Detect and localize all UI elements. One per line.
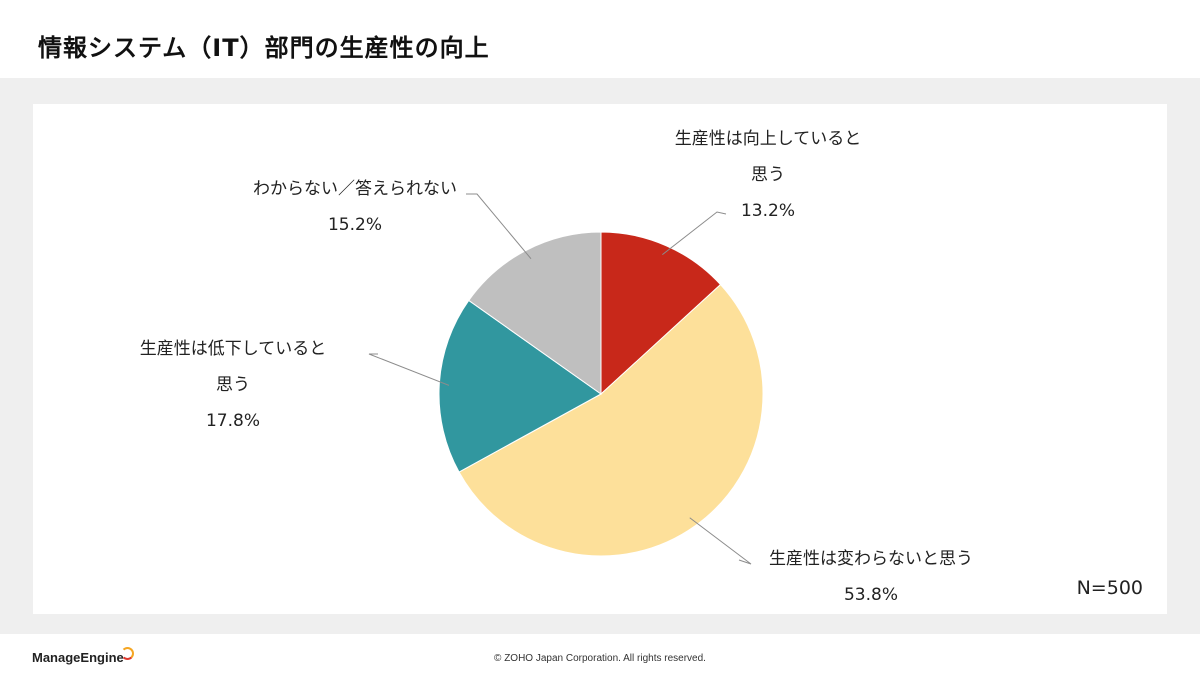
- pie-slice: [458, 283, 764, 557]
- slice-category-label: 生産性は向上していると: [675, 129, 862, 149]
- slice-category-label: 生産性は低下していると: [140, 339, 327, 359]
- copyright-text: © ZOHO Japan Corporation. All rights res…: [494, 653, 706, 664]
- slice-category-label: 思う: [751, 165, 785, 185]
- slice-value-label: 53.8%: [844, 585, 898, 605]
- slice-category-label: わからない／答えられない: [253, 179, 457, 199]
- slice-label: 生産性は低下していると思う 17.8%: [140, 339, 327, 431]
- pie-chart: 生産性は向上していると思う 13.2%生産性は変わらないと思う 53.8%生産性は低…: [140, 129, 1143, 605]
- slice-value-label: 13.2%: [741, 201, 795, 221]
- slice-value-label: 17.8%: [206, 411, 260, 431]
- leader-lines: [368, 193, 752, 565]
- title-bar: 情報システム（IT）部門の生産性の向上: [0, 0, 1200, 78]
- chart-panel: 生産性は向上していると思う 13.2% 生産性は変わらないと思う 53.8% 生産性は低…: [33, 104, 1167, 614]
- slice-label: 生産性は向上していると思う 13.2%: [675, 129, 862, 221]
- leader-line: [368, 353, 450, 386]
- footer: ManageEngine © ZOHO Japan Corporation. A…: [0, 634, 1200, 675]
- slice-category-label: 生産性は変わらないと思う: [769, 549, 973, 569]
- logo-arc-icon: [121, 647, 134, 660]
- pie-slice: [438, 299, 602, 473]
- brand-logo: ManageEngine: [32, 650, 124, 665]
- slice-category-label: 思う: [216, 375, 250, 395]
- page-title: 情報システム（IT）部門の生産性の向上: [38, 34, 490, 62]
- leader-line: [689, 517, 752, 565]
- pie-slices: [438, 231, 764, 557]
- slice-value-label: 15.2%: [328, 215, 382, 235]
- pie-slice: [468, 231, 602, 395]
- pie-slice: [600, 231, 722, 396]
- sample-size-note: N=500: [1077, 577, 1143, 599]
- leader-line: [466, 193, 532, 260]
- slice-labels: 生産性は向上していると思う 13.2%生産性は変わらないと思う 53.8%生産性は低…: [140, 129, 973, 605]
- slice-label: わからない／答えられない 15.2%: [253, 179, 457, 235]
- slice-label: 生産性は変わらないと思う 53.8%: [769, 549, 973, 605]
- leader-line: [662, 211, 727, 256]
